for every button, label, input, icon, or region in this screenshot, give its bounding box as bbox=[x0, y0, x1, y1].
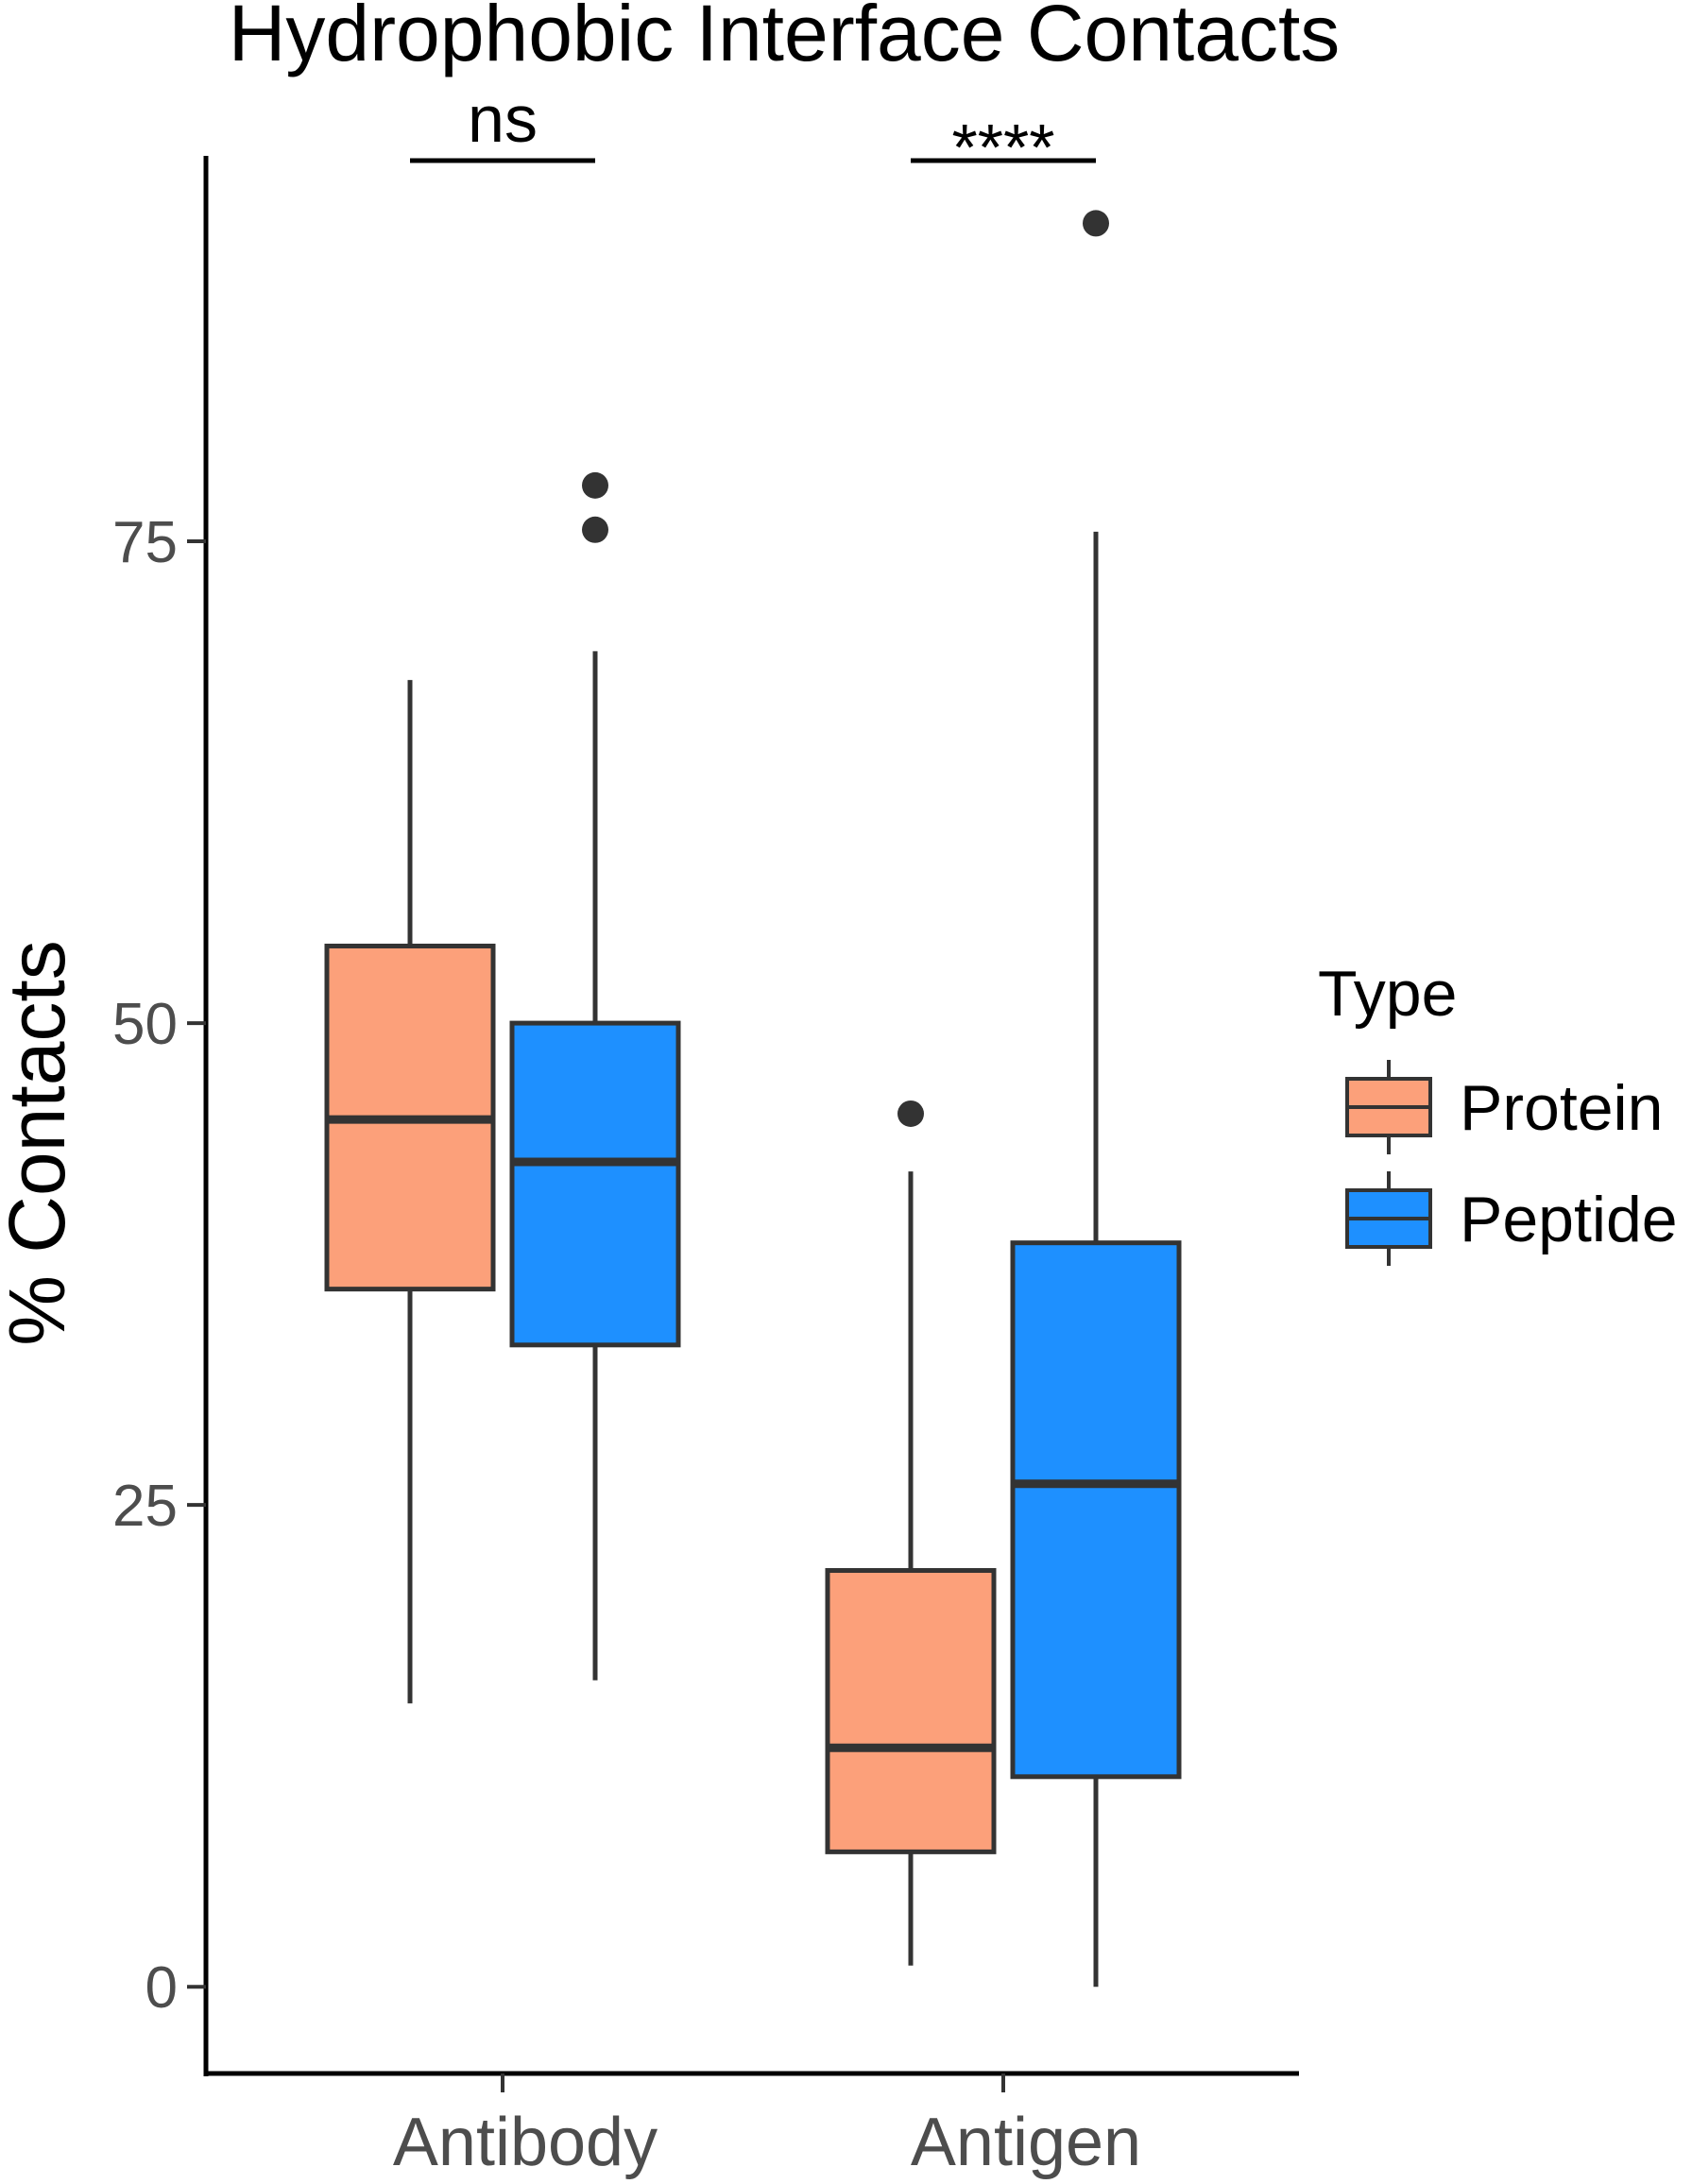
legend-label: Protein bbox=[1460, 1072, 1663, 1144]
iqr-box bbox=[1010, 1240, 1182, 1780]
box-protein-antibody bbox=[324, 679, 496, 1704]
legend-label: Peptide bbox=[1460, 1184, 1678, 1255]
y-tick-label: 50 bbox=[112, 992, 178, 1057]
boxes bbox=[324, 210, 1182, 1988]
outlier-point bbox=[897, 1100, 924, 1127]
axes: 0 25 50 75 Antibody Antigen bbox=[112, 156, 1299, 2180]
significance-label: **** bbox=[952, 111, 1055, 184]
y-axis-label: % Contacts bbox=[0, 940, 81, 1346]
y-tick-label: 25 bbox=[112, 1474, 178, 1539]
y-tick-label: 75 bbox=[112, 510, 178, 575]
significance-annotations: ns **** bbox=[410, 82, 1096, 184]
outlier-point bbox=[582, 471, 608, 499]
legend-item-peptide: Peptide bbox=[1345, 1171, 1678, 1266]
outlier-point bbox=[1083, 210, 1109, 237]
chart-title: Hydrophobic Interface Contacts bbox=[229, 0, 1341, 77]
box-peptide-antibody bbox=[509, 471, 681, 1681]
x-tick-label: Antigen bbox=[911, 2105, 1141, 2180]
y-tick-label: 0 bbox=[145, 1955, 178, 2021]
significance-label: ns bbox=[468, 82, 538, 156]
iqr-box bbox=[825, 1568, 997, 1854]
legend-item-protein: Protein bbox=[1345, 1060, 1663, 1154]
box-protein-antigen bbox=[825, 1100, 997, 1966]
x-tick-label: Antibody bbox=[393, 2105, 658, 2180]
iqr-box bbox=[509, 1020, 681, 1348]
legend-title: Type bbox=[1318, 958, 1457, 1030]
y-axis-label-group: % Contacts bbox=[0, 940, 81, 1346]
outlier-point bbox=[582, 516, 608, 543]
box-peptide-antigen bbox=[1010, 210, 1182, 1988]
